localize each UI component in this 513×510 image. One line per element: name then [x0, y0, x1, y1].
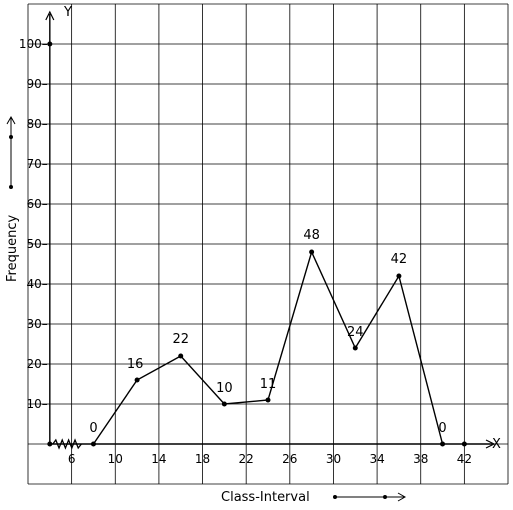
data-label: 42: [391, 252, 408, 267]
y-tick-label: 60–: [27, 197, 48, 211]
y-tick-label: 100–: [19, 37, 48, 51]
y-axis-arrow: [6, 115, 16, 189]
data-labels: 0 16 22 10 11 48 24 42 0: [89, 228, 446, 436]
origin-point: [47, 441, 53, 447]
y-tick-label: 80–: [27, 117, 48, 131]
data-point: [352, 345, 358, 351]
data-point: [396, 273, 402, 279]
y-tick-label: 90–: [27, 77, 48, 91]
x-axis-title: Class-Interval: [221, 490, 310, 505]
y-tick-label: 70–: [27, 157, 48, 171]
x-tick-label: 18: [195, 452, 210, 466]
data-label: 24: [347, 325, 364, 340]
data-label: 11: [260, 377, 277, 392]
axes: [45, 10, 496, 450]
y-tick-label: 20–: [27, 357, 48, 371]
data-label: 16: [127, 357, 144, 372]
x-tick-label: 30: [326, 452, 341, 466]
data-point: [134, 377, 140, 383]
data-label: 10: [216, 381, 233, 396]
x-tick-label: 42: [457, 452, 472, 466]
x-axis-arrowhead: [485, 439, 496, 449]
tick-labels: 6 10 14 18 22 26 30 34 38 42 10– 20– 30– 40– 50– 60– 70–…: [19, 37, 472, 466]
y-tick-label: 30–: [27, 317, 48, 331]
y-tick-label: 10–: [27, 397, 48, 411]
series-frequency-polygon: [90, 249, 446, 447]
data-point: [265, 397, 271, 403]
x-axis-end-point: [461, 441, 467, 447]
x-tick-label: 6: [68, 452, 76, 466]
x-axis-arrow: [333, 492, 407, 502]
y-axis-letter: Y: [63, 5, 72, 20]
y-axis-top-point: [47, 41, 53, 47]
series-line: [92, 250, 444, 445]
grid: [27, 3, 509, 485]
y-axis-title: Frequency: [5, 215, 20, 282]
y-tick-label: 40–: [27, 277, 48, 291]
data-point: [221, 401, 227, 407]
x-tick-label: 38: [413, 452, 428, 466]
data-point: [178, 353, 184, 359]
x-tick-label: 14: [151, 452, 166, 466]
y-axis-arrowhead: [45, 10, 55, 21]
data-point: [309, 249, 315, 255]
y-tick-label: 50–: [27, 237, 48, 251]
x-tick-label: 34: [369, 452, 384, 466]
data-label: 48: [303, 228, 320, 243]
x-tick-label: 10: [108, 452, 123, 466]
data-point: [90, 441, 96, 447]
data-label: 22: [172, 332, 189, 347]
x-axis-letter: X: [492, 437, 501, 452]
x-tick-label: 26: [282, 452, 297, 466]
data-label: 0: [89, 421, 97, 436]
x-axis-break-zigzag: [52, 438, 82, 450]
data-point: [440, 441, 446, 447]
x-tick-label: 22: [239, 452, 254, 466]
data-label: 0: [438, 421, 446, 436]
